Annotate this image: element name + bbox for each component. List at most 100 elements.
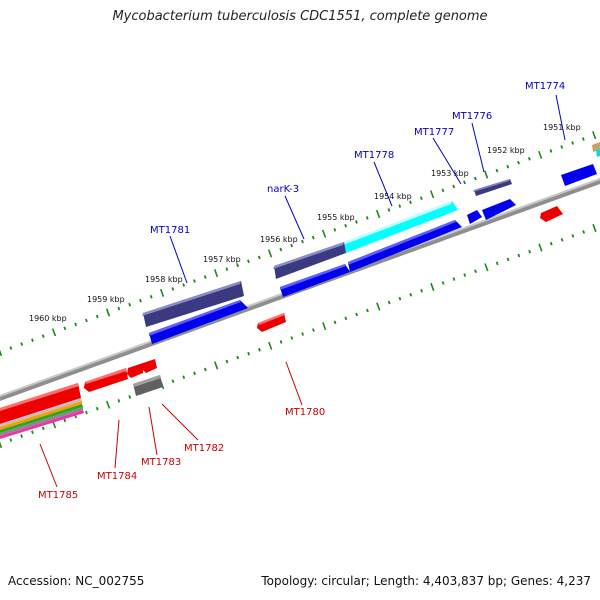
major-tick — [159, 288, 165, 297]
tick-labels: 1951 kbp 1952 kbp 1953 kbp 1954 kbp 1955… — [29, 123, 581, 323]
topology-text: Topology: circular; Length: 4,403,837 bp… — [261, 574, 591, 588]
minor-tick — [387, 208, 391, 212]
minor-tick — [560, 237, 564, 242]
minor-tick — [225, 267, 229, 272]
minor-tick — [20, 342, 24, 346]
gene-label-mt1778[interactable]: MT1778 — [354, 150, 394, 161]
minor-tick — [517, 253, 521, 258]
accession-text: Accession: NC_002755 — [8, 574, 145, 588]
minor-tick — [63, 418, 67, 423]
gene-arrow[interactable] — [142, 359, 157, 373]
gene-arrow[interactable] — [596, 149, 600, 157]
map-title: Mycobacterium tuberculosis CDC1551, comp… — [112, 9, 488, 24]
minor-tick — [182, 283, 186, 287]
minor-tick — [409, 292, 413, 297]
gene-label-mt1777[interactable]: MT1777 — [414, 127, 454, 138]
minor-tick — [355, 312, 359, 317]
minor-tick — [365, 216, 369, 220]
gene-arrow[interactable] — [344, 201, 458, 253]
minor-tick — [9, 346, 13, 350]
minor-tick — [452, 184, 456, 189]
gene-arrow[interactable] — [482, 199, 516, 220]
gene-arrow-top — [149, 300, 241, 336]
gene-arrow[interactable] — [133, 375, 163, 396]
gc-stripe — [0, 410, 84, 439]
gene-label-mt1776[interactable]: MT1776 — [452, 111, 492, 122]
major-tick — [213, 269, 219, 278]
major-tick — [376, 302, 381, 311]
gc-stripe — [0, 404, 83, 433]
gene-arrow[interactable] — [467, 210, 482, 224]
gene-arrow[interactable] — [127, 363, 143, 378]
minor-tick — [495, 168, 499, 173]
tick-label: 1959 kbp — [87, 295, 125, 304]
minor-tick — [452, 277, 456, 281]
gc-stripe — [0, 398, 82, 427]
gene-arrow-top — [348, 220, 456, 265]
major-tick — [0, 349, 3, 357]
gene-arrow[interactable] — [149, 300, 248, 344]
tick-label: 1953 kbp — [431, 169, 469, 178]
minor-tick — [441, 188, 445, 193]
minor-tick — [366, 308, 369, 313]
minor-tick — [473, 176, 477, 181]
minor-tick — [203, 367, 207, 372]
gene-arrow[interactable] — [561, 164, 597, 186]
major-tick — [267, 249, 273, 258]
gene-label-nark3[interactable]: narK-3 — [267, 184, 299, 195]
minor-tick — [95, 314, 99, 319]
gene-label-mt1782[interactable]: MT1782 — [184, 443, 224, 454]
gene-arrow[interactable] — [0, 383, 81, 424]
leader-lines — [39, 94, 566, 488]
lower-tick-track — [0, 223, 597, 449]
gene-label-mt1774[interactable]: MT1774 — [525, 81, 565, 92]
gc-stripe — [0, 407, 83, 436]
gene-label-mt1784[interactable]: MT1784 — [97, 471, 137, 482]
minor-tick — [128, 302, 132, 307]
minor-tick — [301, 239, 304, 244]
minor-tick — [419, 196, 423, 201]
gene-arrow[interactable] — [257, 313, 286, 332]
gene-arrow-top — [258, 313, 285, 325]
minor-tick — [333, 320, 337, 325]
major-tick — [538, 150, 543, 159]
gene-label-mt1785[interactable]: MT1785 — [38, 490, 78, 501]
major-tick — [321, 229, 327, 238]
gene-arrow[interactable] — [540, 206, 563, 222]
tick-label: 1952 kbp — [487, 146, 525, 155]
gene-arrow-top — [273, 242, 344, 269]
minor-tick — [117, 306, 121, 311]
minor-tick — [301, 332, 305, 336]
minor-tick — [344, 316, 348, 321]
minor-tick — [344, 223, 348, 228]
minor-tick — [171, 287, 175, 291]
major-tick — [105, 400, 111, 409]
minor-tick — [149, 294, 153, 299]
major-tick — [429, 190, 435, 199]
tick-label: 1956 kbp — [260, 235, 298, 244]
minor-tick — [290, 336, 294, 340]
minor-tick — [582, 230, 586, 234]
gene-arrow[interactable] — [474, 179, 512, 196]
gene-arrow[interactable] — [143, 281, 244, 327]
minor-tick — [441, 281, 445, 285]
major-tick — [538, 243, 543, 252]
gene-arrow[interactable] — [274, 242, 346, 279]
major-tick — [592, 131, 597, 140]
minor-tick — [63, 326, 67, 331]
forward-genes-upper — [142, 142, 600, 327]
tick-label: 1960 kbp — [29, 314, 67, 323]
gene-arrow[interactable] — [348, 220, 462, 272]
minor-tick — [31, 430, 34, 435]
gene-label-mt1780[interactable]: MT1780 — [285, 407, 325, 418]
minor-tick — [20, 434, 24, 438]
gene-label-mt1783[interactable]: MT1783 — [141, 457, 181, 468]
gene-arrow[interactable] — [280, 264, 350, 297]
major-tick — [484, 170, 489, 179]
gene-arrow-top — [473, 179, 510, 192]
minor-tick — [171, 379, 175, 384]
gene-label-mt1781[interactable]: MT1781 — [150, 225, 190, 236]
minor-tick — [117, 398, 121, 403]
